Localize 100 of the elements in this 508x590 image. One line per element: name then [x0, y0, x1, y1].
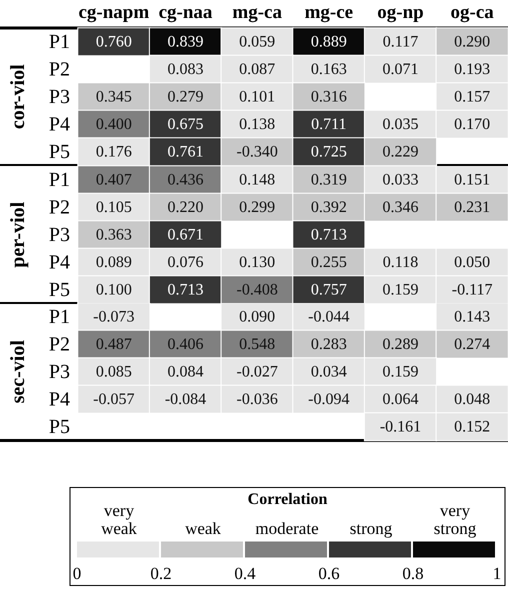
- data-label: 0.157: [454, 88, 490, 106]
- data-label: 0.725: [310, 143, 347, 160]
- data-label: 0.760: [96, 33, 132, 50]
- data-label: 0.400: [96, 116, 132, 133]
- data-label: 0.087: [239, 60, 276, 78]
- data-label: 0.757: [310, 280, 347, 298]
- data-label: 0.050: [454, 253, 490, 270]
- y-axis-title: sec-viol: [7, 340, 29, 404]
- data-label: 0.671: [168, 226, 204, 243]
- data-label: 0.548: [239, 336, 276, 353]
- data-label: 0.316: [310, 88, 347, 106]
- data-label: -0.117: [452, 280, 493, 298]
- y-tick-label: P1: [48, 30, 70, 53]
- data-label: 0.089: [96, 253, 132, 270]
- y-axis-title: cor-viol: [7, 64, 29, 130]
- color-bar-label: 0.4: [234, 564, 256, 583]
- data-label: 0.170: [454, 116, 490, 133]
- color-bar-label: 0: [72, 564, 82, 583]
- data-label: 0.839: [168, 33, 204, 50]
- data-label: 0.290: [454, 33, 490, 50]
- data-label: 0.193: [454, 60, 490, 78]
- y-tick-label: P5: [48, 416, 70, 438]
- data-label: -0.161: [380, 418, 422, 436]
- data-label: 0.279: [168, 88, 204, 106]
- data-label: 0.048: [454, 390, 490, 408]
- data-label: 0.035: [382, 116, 418, 133]
- color-bar-label: 1: [492, 564, 502, 583]
- x-tick-label: mg-ca: [232, 2, 282, 23]
- y-tick-label: P4: [48, 250, 70, 273]
- data-label: 0.229: [382, 143, 418, 160]
- data-label: 0.151: [454, 170, 490, 188]
- text: very strong: [434, 501, 477, 538]
- data-label: 0.159: [382, 363, 418, 380]
- y-tick-label: P3: [48, 86, 70, 108]
- y-tick-label: P5: [48, 140, 70, 163]
- y-tick-label: P4: [48, 113, 70, 136]
- text: very weak: [101, 501, 138, 538]
- y-tick-label: P3: [48, 223, 70, 246]
- y-tick-label: P3: [48, 360, 70, 383]
- data-label: 0.105: [96, 198, 132, 216]
- data-label: 0.118: [382, 253, 418, 270]
- data-label: 0.138: [239, 116, 276, 133]
- data-label: 0.363: [96, 226, 132, 243]
- data-label: 0.064: [382, 390, 418, 408]
- text: moderate: [255, 519, 319, 538]
- data-label: 0.220: [168, 198, 204, 216]
- data-label: 0.231: [454, 198, 490, 216]
- data-label: 0.713: [310, 226, 347, 243]
- data-label: 0.675: [168, 116, 204, 133]
- x-tick-label: og-np: [377, 2, 424, 23]
- data-label: -0.044: [308, 308, 350, 326]
- data-label: -0.084: [164, 390, 206, 408]
- text: weak: [185, 519, 222, 538]
- data-label: -0.094: [308, 390, 350, 408]
- data-label: -0.073: [93, 308, 134, 326]
- x-tick-label: cg-naa: [158, 2, 213, 23]
- y-axis-title: per-viol: [7, 200, 29, 268]
- data-label: 0.076: [168, 253, 204, 270]
- data-label: 0.711: [311, 116, 347, 133]
- data-label: 0.090: [239, 308, 276, 326]
- data-label: 0.283: [310, 336, 347, 353]
- y-tick-label: P2: [48, 333, 70, 356]
- data-label: 0.713: [168, 280, 204, 298]
- data-label: -0.027: [236, 363, 278, 380]
- data-label: 0.319: [310, 170, 347, 188]
- data-label: 0.176: [96, 143, 132, 160]
- color-bar-label: 0.6: [318, 564, 340, 583]
- data-label: 0.406: [168, 336, 204, 353]
- data-label: 0.083: [168, 60, 204, 78]
- data-label: 0.117: [382, 33, 418, 50]
- data-label: 0.274: [454, 336, 490, 353]
- x-tick-label: cg-napm: [78, 2, 150, 23]
- data-label: 0.159: [382, 280, 418, 298]
- data-label: 0.084: [168, 363, 204, 380]
- data-label: 0.071: [382, 60, 418, 78]
- x-tick-label: mg-ce: [304, 2, 354, 23]
- data-label: 0.345: [96, 88, 132, 106]
- color-bar-label: 0.8: [402, 564, 424, 583]
- color-bar-label: 0.2: [150, 564, 172, 583]
- data-label: 0.148: [239, 170, 276, 188]
- color-bar-title: Correlation: [248, 491, 328, 508]
- data-label: 0.101: [239, 88, 276, 106]
- data-label: 0.033: [382, 170, 418, 188]
- data-label: -0.340: [236, 143, 278, 160]
- data-label: 0.100: [96, 280, 132, 298]
- data-label: 0.085: [96, 363, 132, 380]
- data-label: 0.163: [310, 60, 347, 78]
- data-label: 0.143: [454, 308, 490, 326]
- data-label: -0.408: [236, 280, 278, 298]
- y-tick-label: P2: [48, 58, 70, 80]
- data-label: 0.299: [239, 198, 276, 216]
- data-label: 0.289: [382, 336, 418, 353]
- data-label: 0.152: [454, 418, 490, 436]
- data-label: 0.407: [96, 170, 132, 188]
- data-label: 0.059: [239, 33, 276, 50]
- y-tick-label: P4: [48, 388, 70, 410]
- data-label: 0.346: [382, 198, 418, 216]
- data-label: 0.889: [310, 33, 347, 50]
- y-tick-label: P5: [48, 278, 70, 300]
- data-label: -0.036: [236, 390, 278, 408]
